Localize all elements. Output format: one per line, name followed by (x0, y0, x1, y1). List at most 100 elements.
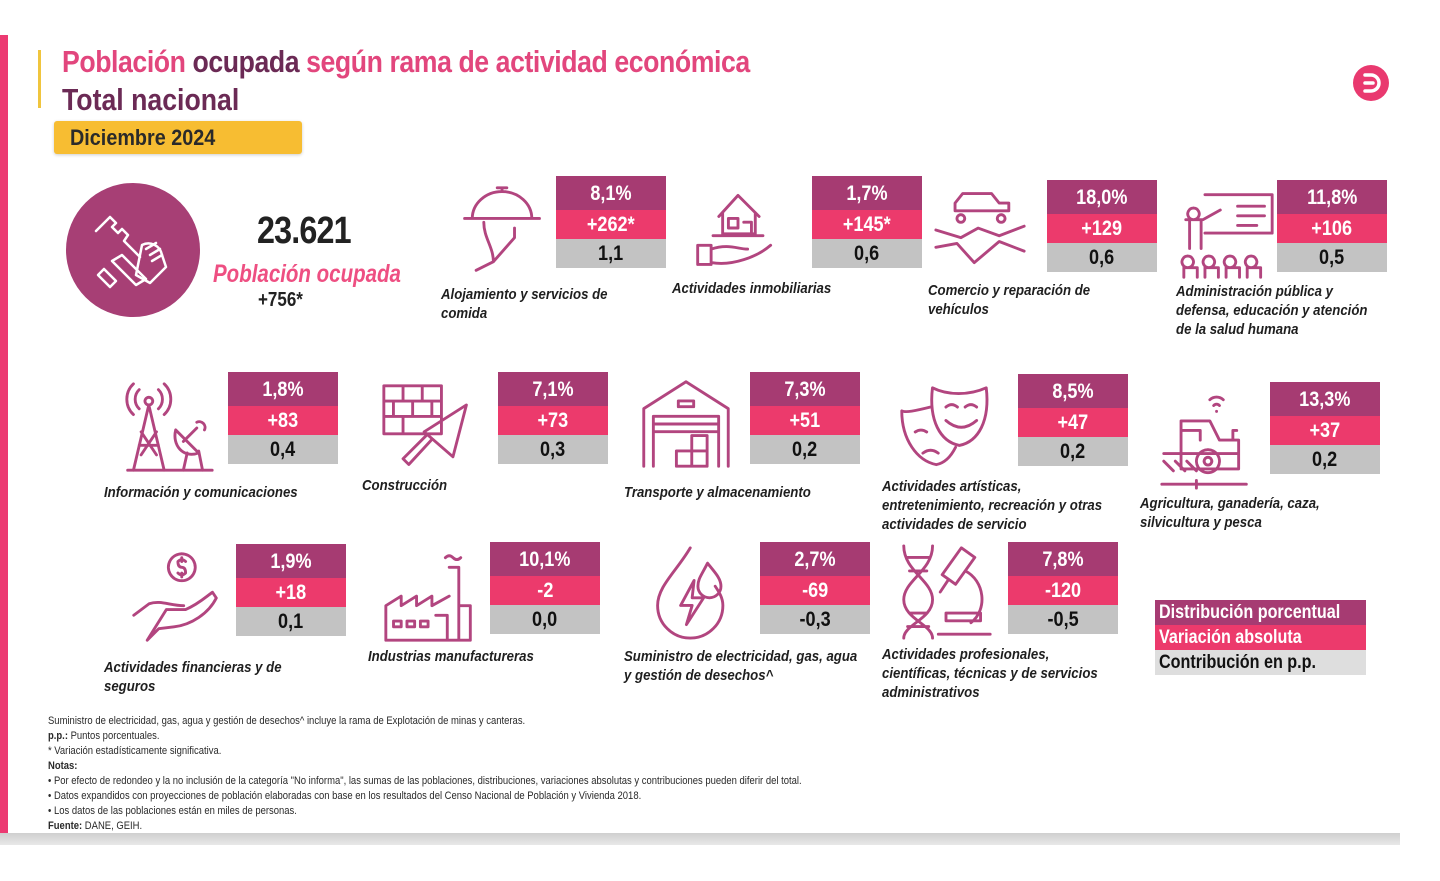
sector-label-line: Actividades financieras y de (104, 659, 282, 676)
sector-label-line: Industrias manufactureras (368, 648, 534, 665)
sector-label-line: vehículos (928, 301, 989, 318)
handshake-car-icon (932, 180, 1028, 285)
note-pp: p.p.: Puntos porcentuales. (48, 729, 802, 744)
legend-distribution-label: Distribución porcentual (1159, 602, 1341, 623)
sector-variation: +145* (812, 210, 922, 239)
sector-distribution: 13,3% (1270, 382, 1380, 416)
sector-label-line: Actividades profesionales, (882, 646, 1050, 663)
sector-contribution-value: 0,2 (1060, 439, 1086, 463)
warehouse-icon (638, 374, 734, 479)
sector-stat-box: 7,3% +51 0,2 (750, 372, 860, 464)
note-pp-text: Puntos porcentuales. (67, 730, 160, 742)
period-badge: Diciembre 2024 (54, 121, 302, 154)
sector-contribution-value: 1,1 (598, 241, 624, 265)
house-in-hand-icon (690, 178, 786, 283)
sector-label-line: científicas, técnicas y de servicios (882, 665, 1098, 682)
sector-label: Información y comunicaciones (104, 483, 298, 502)
sector-contribution: 0,6 (1047, 243, 1157, 272)
factory-icon (382, 548, 478, 653)
sector-distribution-value: 7,8% (1042, 548, 1084, 571)
sector-variation: +18 (236, 578, 346, 607)
sector-contribution-value: -0,5 (1047, 607, 1079, 631)
note-source-label: Fuente: (48, 820, 83, 832)
sector-variation: -120 (1008, 576, 1118, 605)
sector-variation: -69 (760, 576, 870, 605)
sector-distribution: 7,3% (750, 372, 860, 406)
sector-contribution-value: -0,3 (799, 607, 831, 631)
sector-distribution-value: 2,7% (794, 548, 836, 571)
period-label: Diciembre 2024 (70, 125, 216, 150)
sector-label-line: actividades de servicio (882, 516, 1027, 533)
sector-distribution: 1,8% (228, 372, 338, 406)
sector-stat-box: 1,9% +18 0,1 (236, 544, 346, 636)
sector-distribution-value: 8,5% (1052, 380, 1094, 403)
page-subtitle: Total nacional (62, 82, 240, 117)
sector-contribution: -0,3 (760, 605, 870, 634)
legend-variation: Variación absoluta (1155, 625, 1366, 650)
sector-distribution-value: 1,7% (846, 182, 888, 205)
note-supply-line: Suministro de electricidad, gas, agua y … (48, 715, 526, 727)
note-bullet-1: • Por efecto de redondeo y la no inclusi… (48, 775, 802, 787)
note-source-text: DANE, GEIH. (82, 820, 143, 832)
title-accent-rule (38, 50, 41, 108)
sector-stat-box: 11,8% +106 0,5 (1277, 180, 1387, 272)
sector-contribution: 0,4 (228, 435, 338, 464)
sector-label-line: entretenimiento, recreación y otras (882, 497, 1103, 514)
sector-distribution-value: 7,3% (784, 378, 826, 401)
sector-contribution-value: 0,2 (792, 437, 818, 461)
sector-variation: +106 (1277, 214, 1387, 243)
sector-label: Alojamiento y servicios de comida (441, 285, 608, 323)
total-employed-variation: +756* (258, 289, 303, 311)
teacher-class-icon (1180, 185, 1276, 290)
sector-contribution: 0,0 (490, 605, 600, 634)
page-bottom-edge (0, 833, 1400, 845)
total-employed-value: 23.621 (257, 210, 352, 252)
sector-label: Actividades inmobiliarias (672, 279, 831, 298)
sector-label: Transporte y almacenamiento (624, 483, 811, 502)
sector-contribution: 0,2 (1018, 437, 1128, 466)
note-bullet-3: • Los datos de las poblaciones están en … (48, 805, 297, 817)
sector-variation: +129 (1047, 214, 1157, 243)
sector-stat-box: 7,8% -120 -0,5 (1008, 542, 1118, 634)
sector-distribution: 10,1% (490, 542, 600, 576)
sector-contribution-value: 0,4 (270, 437, 296, 461)
sector-contribution-value: 0,6 (1089, 245, 1115, 269)
sector-contribution-value: 0,5 (1319, 245, 1345, 269)
sector-label: Suministro de electricidad, gas, agua y g… (624, 647, 857, 685)
sector-label: Industrias manufactureras (368, 647, 534, 666)
sector-label: Agricultura, ganadería, caza, silvicultur… (1140, 494, 1320, 532)
sector-stat-box: 2,7% -69 -0,3 (760, 542, 870, 634)
sector-variation-value: +145* (843, 212, 891, 236)
sector-variation-value: +73 (537, 408, 569, 432)
sector-distribution-value: 10,1% (519, 548, 571, 571)
sector-variation-value: +106 (1311, 216, 1353, 240)
sector-variation-value: -2 (536, 578, 554, 602)
sector-variation-value: -69 (801, 578, 829, 602)
sector-contribution-value: 0,3 (540, 437, 566, 461)
sector-stat-box: 18,0% +129 0,6 (1047, 180, 1157, 272)
sector-variation: +47 (1018, 408, 1128, 437)
sector-label-line: defensa, educación y atención (1176, 302, 1368, 319)
theater-masks-icon (896, 382, 992, 487)
sector-contribution: 0,3 (498, 435, 608, 464)
note-pp-label: p.p.: (48, 730, 68, 742)
sector-distribution: 8,1% (556, 176, 666, 210)
sector-label-line: Alojamiento y servicios de (441, 286, 608, 303)
sector-contribution-value: 0,1 (278, 609, 304, 633)
sector-label: Actividades profesionales, científicas, t… (882, 645, 1098, 702)
sector-label-line: administrativos (882, 684, 980, 701)
sector-distribution-value: 1,8% (262, 378, 304, 401)
sector-label-line: silvicultura y pesca (1140, 514, 1262, 531)
sector-variation: +37 (1270, 416, 1380, 445)
sector-stat-box: 1,7% +145* 0,6 (812, 176, 922, 268)
brick-trowel-icon (380, 378, 476, 483)
sector-contribution: 0,2 (750, 435, 860, 464)
dna-microscope-icon (898, 542, 994, 647)
sector-variation: +73 (498, 406, 608, 435)
sector-label-line: Comercio y reparación de (928, 282, 1091, 299)
sector-stat-box: 13,3% +37 0,2 (1270, 382, 1380, 474)
sector-stat-box: 8,5% +47 0,2 (1018, 374, 1128, 466)
sector-variation-value: +51 (789, 408, 821, 432)
total-employed-label: Población ocupada (213, 260, 401, 288)
notes-heading: Notas: (48, 759, 802, 774)
